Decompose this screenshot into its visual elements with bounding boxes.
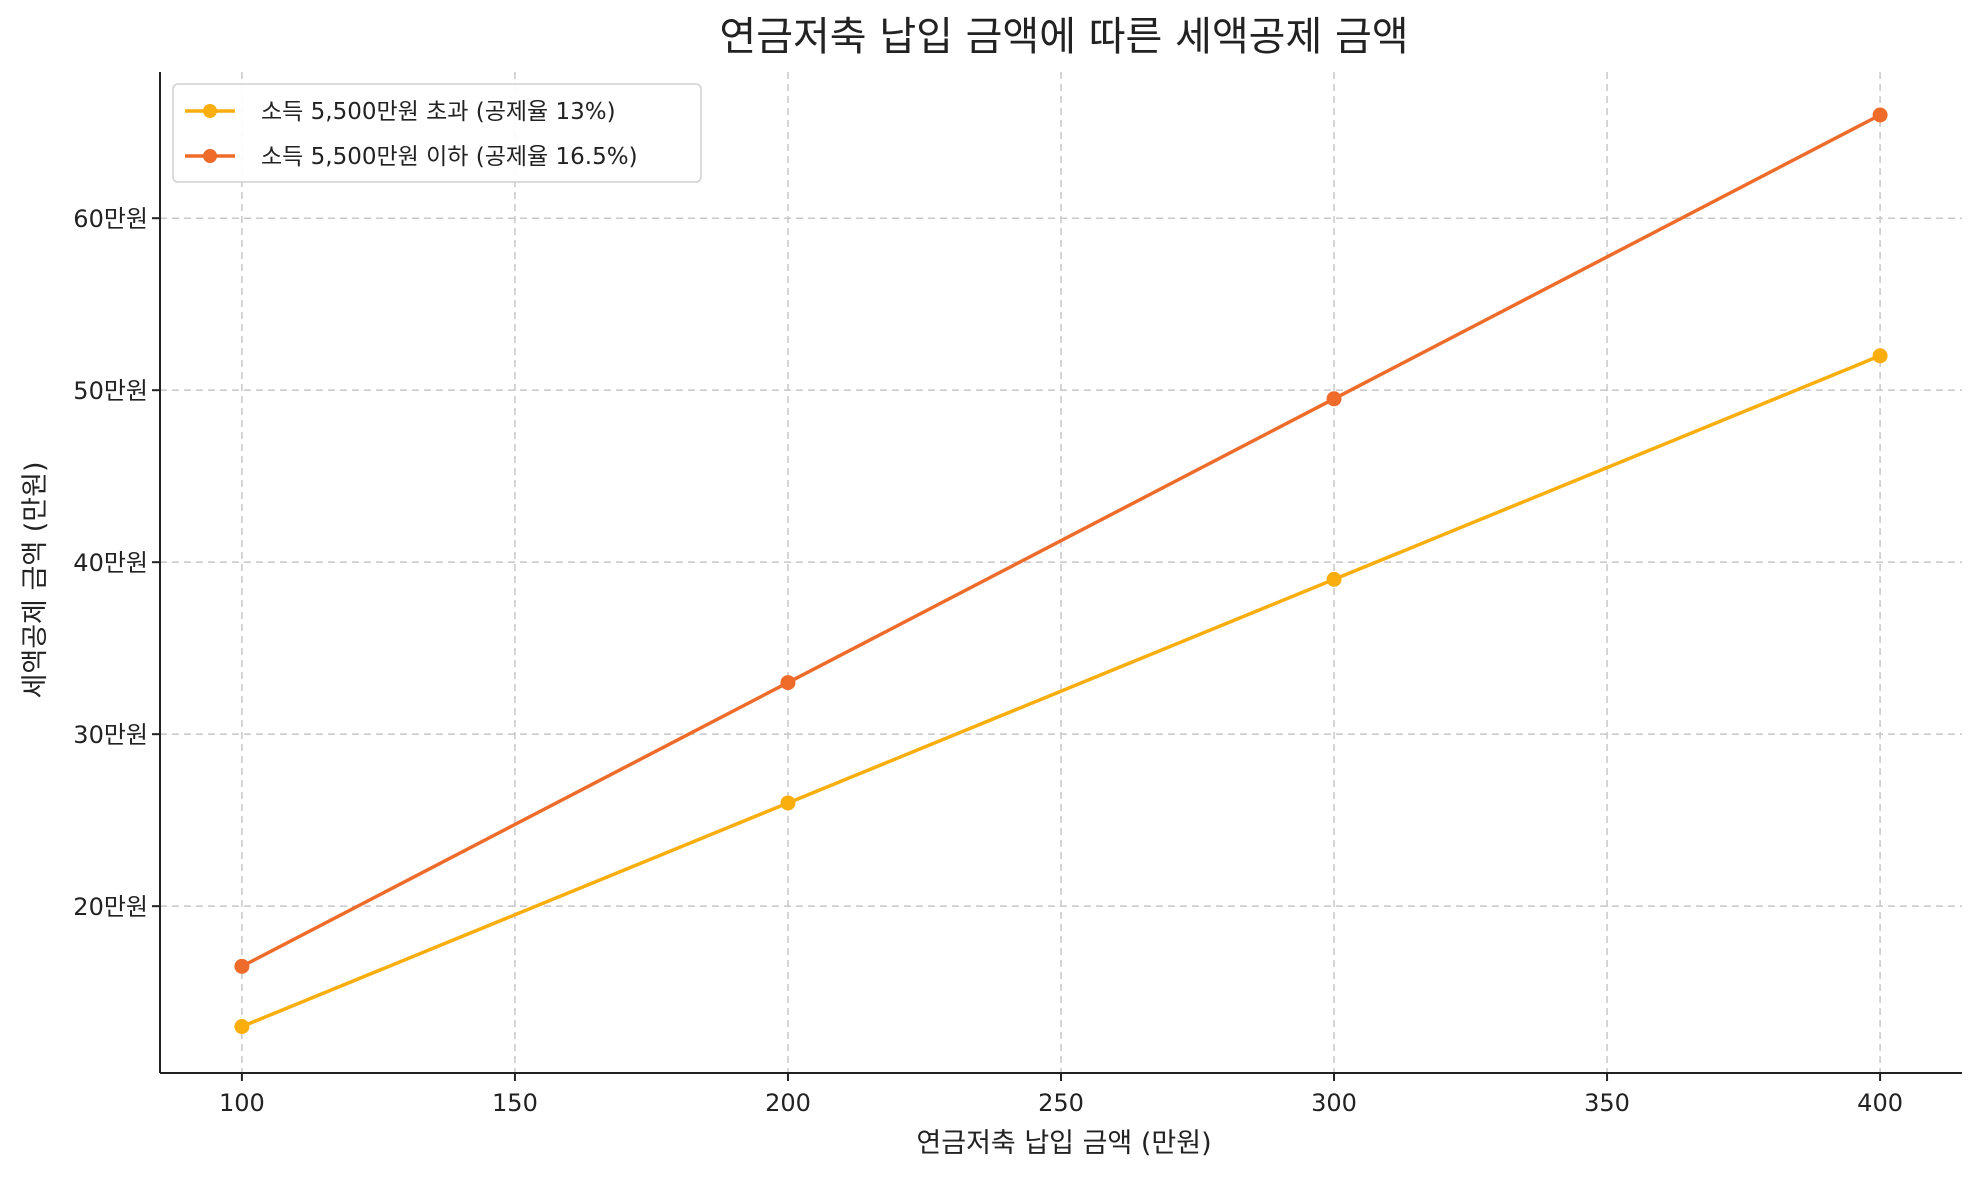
x-tick-label: 100: [219, 1089, 265, 1117]
axes-layer: 100 150 200 250 300 350 400 20만원 30만원 40만원 50만원 60만…: [73, 72, 1962, 1117]
y-axis-label: 세액공제 금액 (만원): [20, 462, 51, 699]
y-tick-label: 40만원: [73, 549, 148, 577]
data-point-series-2: [1872, 107, 1888, 123]
legend-swatch-marker: [203, 104, 217, 118]
x-tick-label: 350: [1584, 1089, 1630, 1117]
y-tick-label: 30만원: [73, 721, 148, 749]
data-point-series-1: [1326, 571, 1342, 587]
series-line-1: [241, 354, 1881, 1029]
x-tick-label: 200: [765, 1089, 811, 1117]
data-point-series-1: [780, 795, 796, 811]
legend: 소득 5,500만원 초과 (공제율 13%) 소득 5,500만원 이하 (공제…: [172, 83, 702, 183]
x-tick-label: 150: [492, 1089, 538, 1117]
data-point-series-2: [1326, 391, 1342, 407]
x-axis-label: 연금저축 납입 금액 (만원): [916, 1128, 1211, 1159]
x-tick-label: 250: [1038, 1089, 1084, 1117]
x-tick-label: 300: [1311, 1089, 1357, 1117]
data-point-series-1: [1872, 348, 1888, 364]
data-point-series-2: [780, 675, 796, 691]
series-line-2: [241, 113, 1881, 968]
legend-entry-label: 소득 5,500만원 이하 (공제율 16.5%): [261, 144, 638, 170]
y-tick-label: 50만원: [73, 377, 148, 405]
y-tick-label: 60만원: [73, 205, 148, 233]
data-point-series-2: [234, 958, 250, 974]
legend-box: [172, 83, 702, 183]
series-layer: [234, 107, 1888, 1035]
legend-swatch-marker: [203, 149, 217, 163]
chart-title: 연금저축 납입 금액에 따른 세액공제 금액: [719, 14, 1408, 60]
x-tick-label: 400: [1857, 1089, 1903, 1117]
y-tick-label: 20만원: [73, 893, 148, 921]
data-point-series-1: [234, 1019, 250, 1035]
grid-layer: [160, 72, 1962, 1073]
legend-entry-label: 소득 5,500만원 초과 (공제율 13%): [261, 99, 616, 125]
